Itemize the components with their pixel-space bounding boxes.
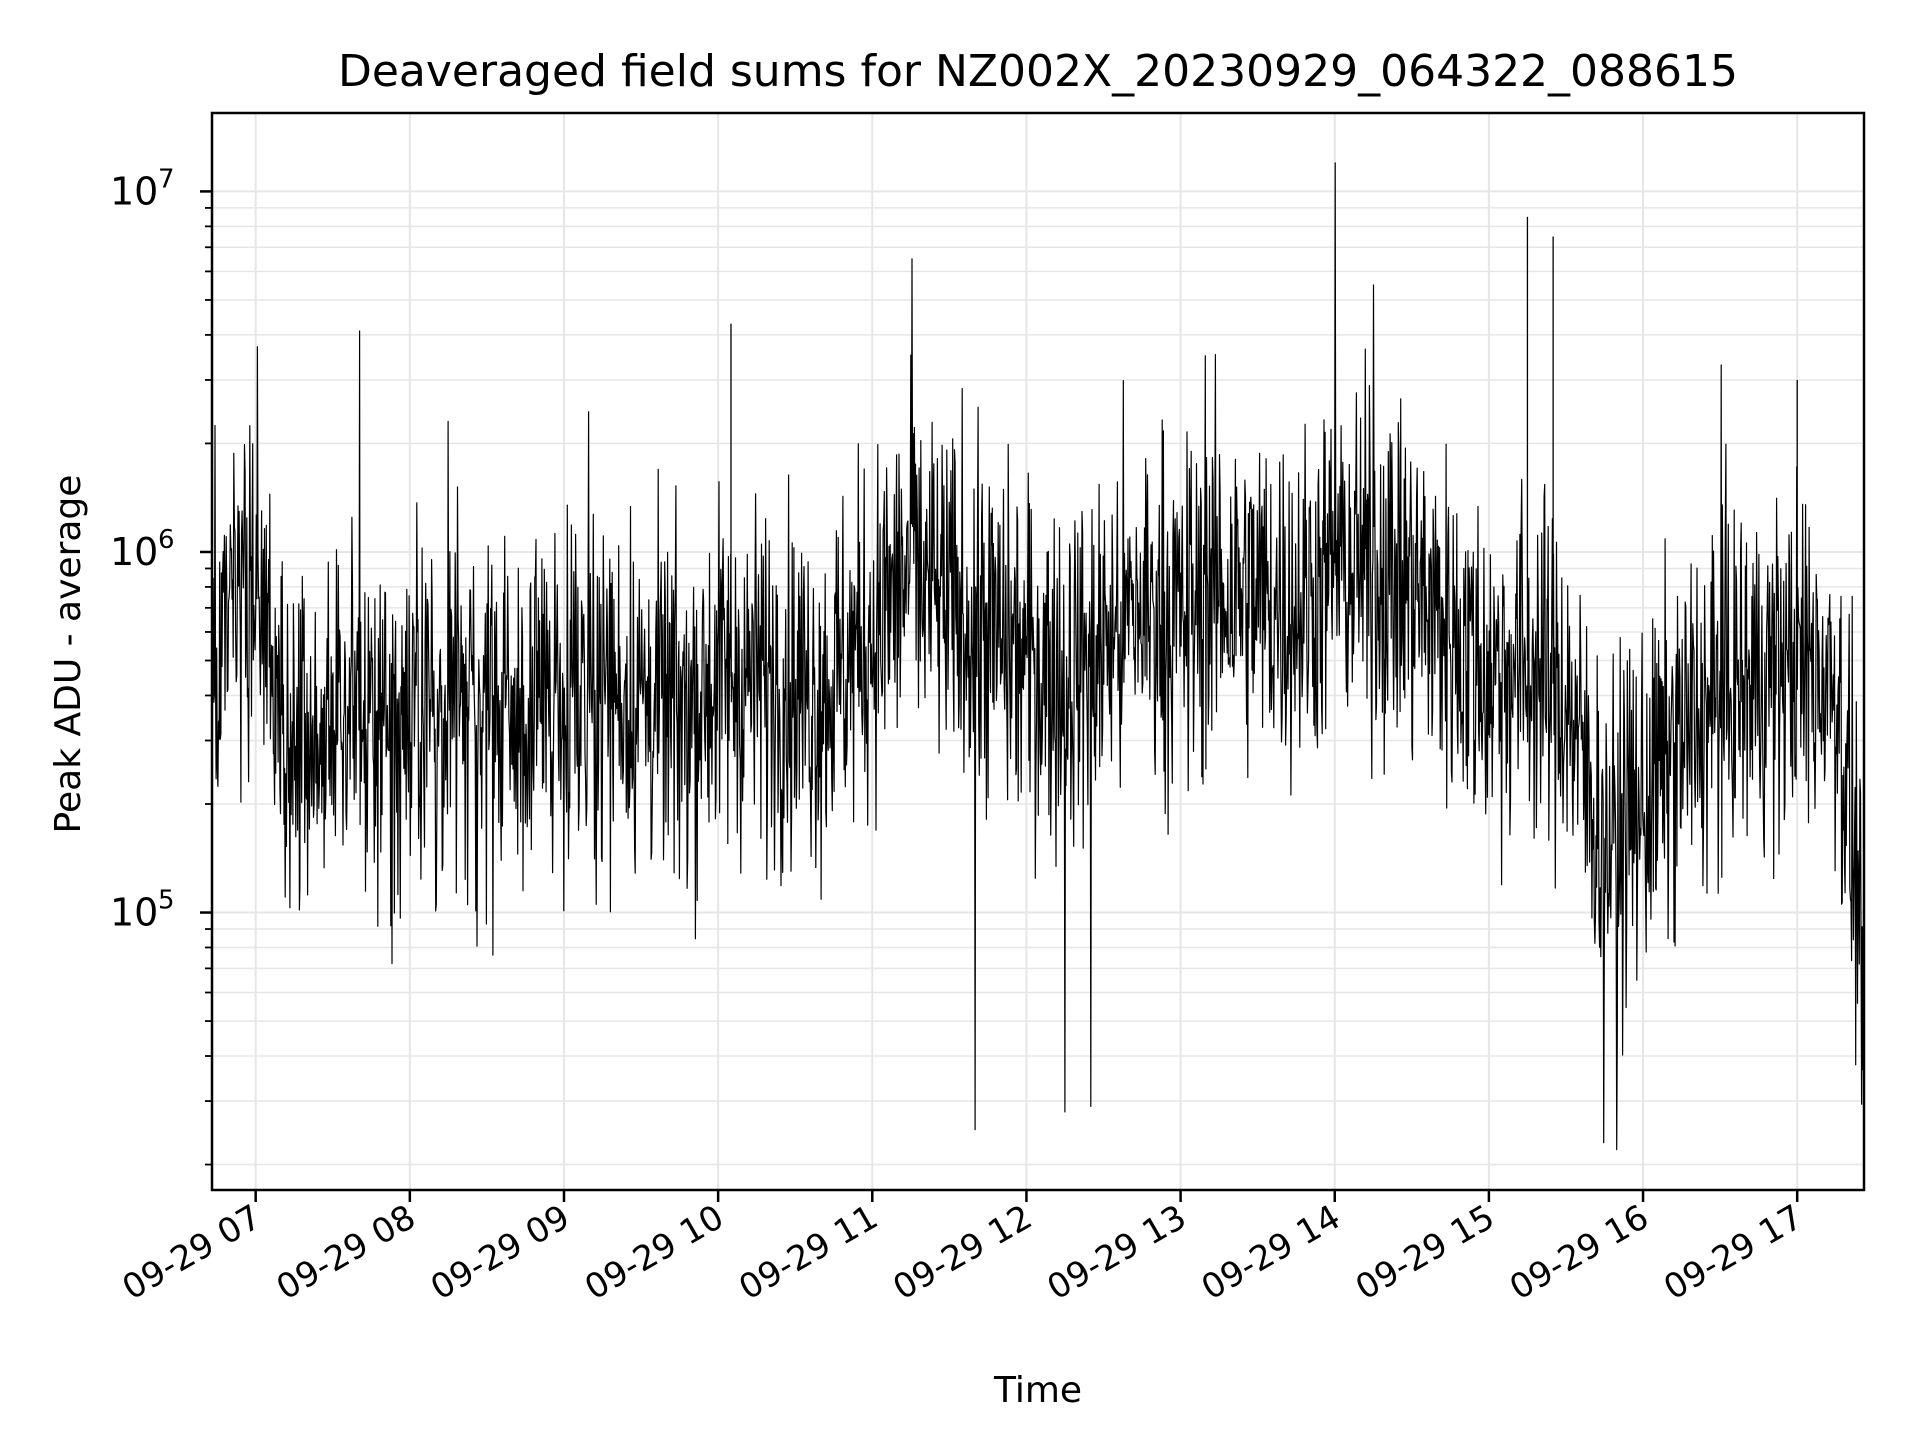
y-tick-label: 10 [110,891,158,935]
series-layer [211,162,1865,1151]
plot-frame [210,111,1866,1192]
chart-title: Deaveraged field sums for NZ002X_2023092… [338,46,1738,97]
y-axis-label: Peak ADU - average [48,475,89,834]
y-tick-label: 10 [110,169,158,213]
x-axis-label: Time [993,1370,1082,1411]
series-line [211,162,1865,1151]
y-tick-exponent: 6 [158,525,175,555]
y-tick-label: 10 [110,530,158,574]
y-tick-exponent: 7 [158,164,175,194]
y-tick-exponent: 5 [158,886,175,916]
